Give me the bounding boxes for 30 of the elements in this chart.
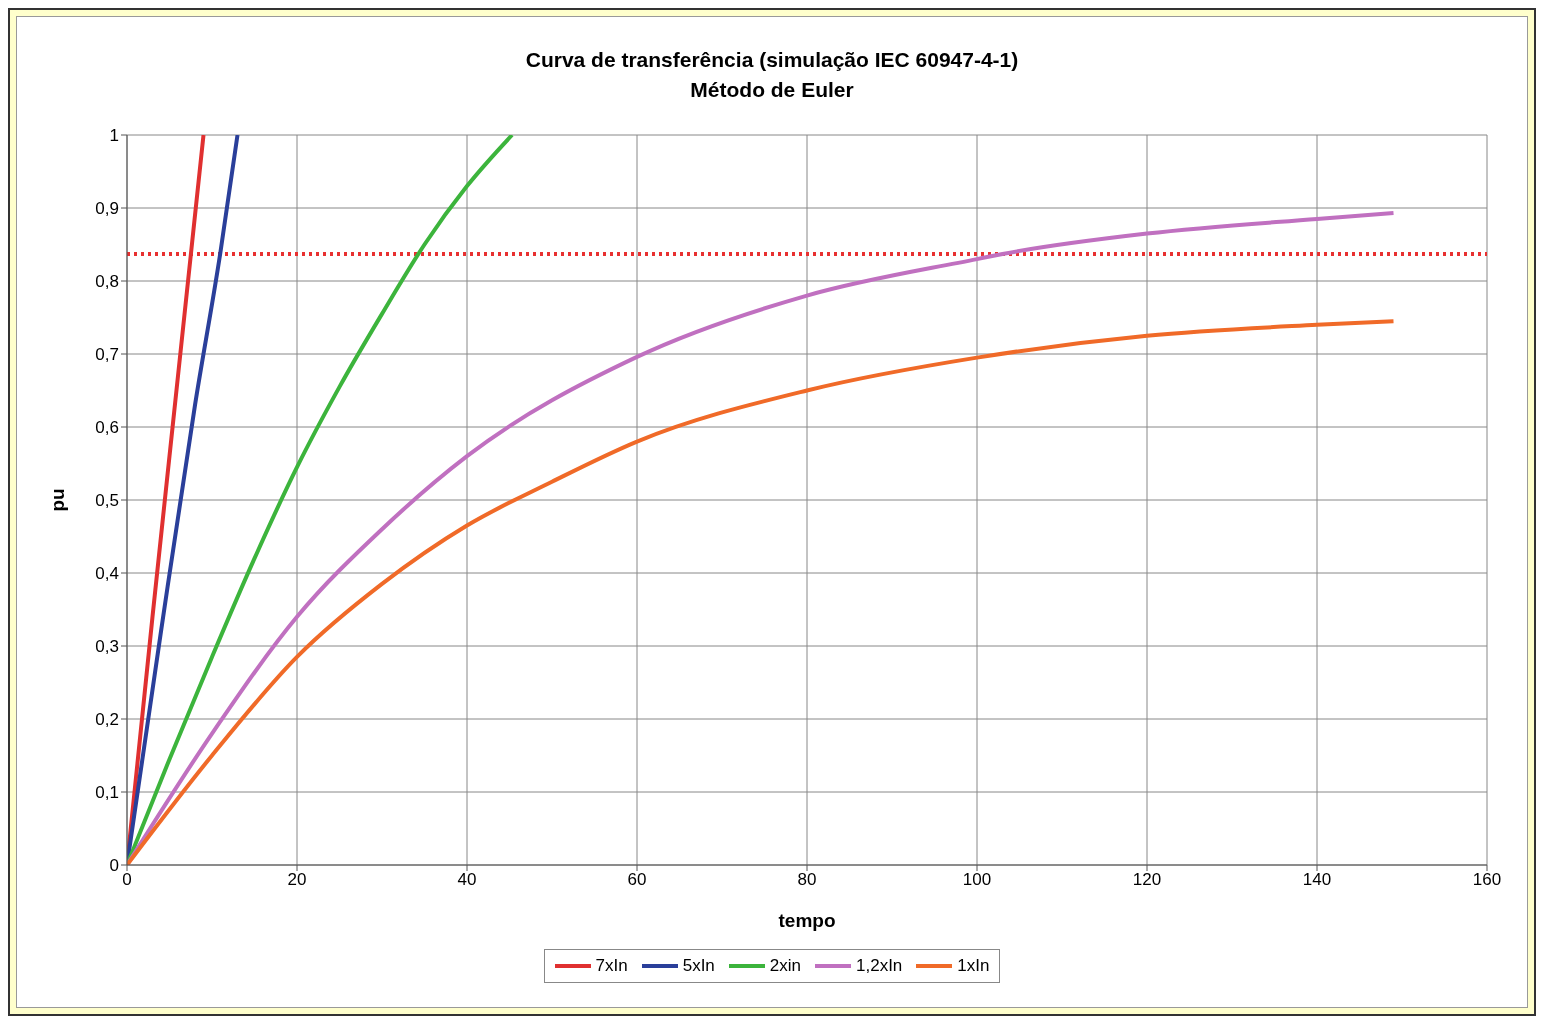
y-axis-title: pu (46, 488, 68, 512)
legend-label: 1xIn (956, 956, 990, 976)
x-tick-label: 140 (1302, 870, 1332, 890)
legend-label: 2xin (768, 956, 801, 976)
y-tick-label: 0,6 (95, 418, 119, 438)
x-tick-label: 60 (627, 870, 647, 890)
legend-label: 5xIn (681, 956, 715, 976)
x-axis-title: tempo (778, 910, 836, 931)
legend-label: 1,2xIn (855, 956, 903, 976)
x-tick-label: 160 (1472, 870, 1502, 890)
x-tick-label: 40 (457, 870, 477, 890)
y-tick-label: 0,8 (95, 272, 119, 292)
y-tick-label: 0,9 (95, 199, 119, 219)
x-tick-label: 80 (797, 870, 817, 890)
x-tick-label: 120 (1132, 870, 1162, 890)
line-series (127, 319, 1396, 865)
chart-subtitle: Método de Euler (689, 77, 855, 103)
legend-label: 7xIn (594, 956, 628, 976)
y-tick-label: 1 (109, 126, 119, 146)
x-tick-label: 20 (287, 870, 307, 890)
y-tick-label: 0,7 (95, 345, 119, 365)
y-tick-label: 0,4 (95, 564, 119, 584)
x-tick-label: 100 (962, 870, 992, 890)
y-tick-label: 0,1 (95, 783, 119, 803)
y-tick-label: 0 (109, 856, 119, 876)
y-tick-label: 0,2 (95, 710, 119, 730)
chart-title: Curva de transferência (simulação IEC 60947-4-1) (524, 47, 1020, 73)
x-tick-label: 0 (122, 870, 132, 890)
y-tick-label: 0,3 (95, 637, 119, 657)
y-tick-label: 0,5 (95, 491, 119, 511)
